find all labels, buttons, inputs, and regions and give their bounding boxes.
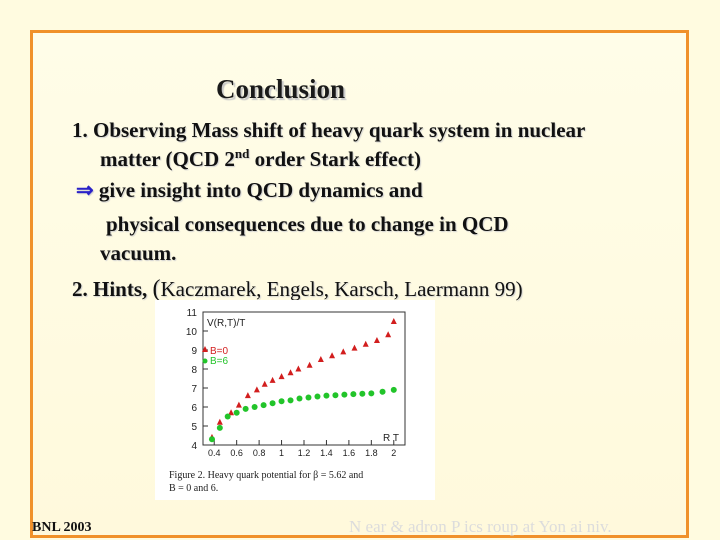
data-point-circle <box>341 391 348 398</box>
data-point-triangle <box>385 331 392 338</box>
footer-left: BNL 2003 <box>32 520 92 535</box>
x-tick-label: 0.4 <box>208 448 221 458</box>
data-point-triangle <box>287 369 294 376</box>
item1-line4: physical consequences due to change in Q… <box>106 212 509 236</box>
x-tick-label: 1.4 <box>320 448 333 458</box>
x-tick-label: 1.6 <box>343 448 356 458</box>
data-point-circle <box>332 392 339 399</box>
legend-marker-triangle <box>202 346 208 352</box>
data-point-triangle <box>329 352 336 359</box>
data-point-triangle <box>216 418 223 425</box>
data-point-circle <box>224 413 231 420</box>
data-point-triangle <box>390 318 397 324</box>
data-point-triangle <box>340 348 347 355</box>
item1-line2: matter (QCD 2nd order Stark effect) <box>100 146 421 171</box>
data-point-triangle <box>278 373 285 380</box>
y-tick-label: 5 <box>191 422 197 433</box>
figure-caption-line1: Figure 2. Heavy quark potential for β = … <box>169 470 363 481</box>
data-point-circle <box>233 409 240 416</box>
data-point-triangle <box>244 392 251 399</box>
item2-line: 2. Hints, (Kaczmarek, Engels, Karsch, La… <box>72 276 523 302</box>
y-tick-label: 6 <box>191 403 197 414</box>
data-point-circle <box>359 390 366 397</box>
data-point-circle <box>296 395 303 402</box>
data-point-circle <box>287 397 294 404</box>
y-tick-label: 4 <box>191 441 197 452</box>
data-point-triangle <box>269 376 276 383</box>
data-point-triangle <box>295 365 302 372</box>
data-point-triangle <box>362 340 369 347</box>
data-point-triangle <box>306 361 313 368</box>
y-tick-label: 8 <box>191 365 197 376</box>
y-tick-label: 10 <box>186 327 198 338</box>
potential-figure: 4 5 6 7 8 9 10 11 0.4 0.6 0.8 1 1.2 1.4 1.6 1.8 2 V(R,T)… <box>155 300 435 500</box>
x-tick-label: 2 <box>391 448 396 458</box>
legend-red: B=0 <box>210 346 229 357</box>
data-point-circle <box>314 393 321 400</box>
implies-arrow-icon: ⇒ <box>76 178 94 202</box>
legend-marker-circle <box>202 358 208 364</box>
data-point-circle <box>350 391 357 398</box>
data-point-triangle <box>351 344 358 351</box>
y-tick-label: 9 <box>191 346 197 357</box>
x-tick-label: 0.6 <box>230 448 243 458</box>
figure-caption-line2: B = 0 and 6. <box>169 483 218 494</box>
data-point-triangle <box>253 386 260 393</box>
x-tick-label: 0.8 <box>253 448 266 458</box>
y-tick-label: 7 <box>191 384 197 395</box>
y-tick-label: 11 <box>187 308 198 319</box>
data-point-triangle <box>228 409 235 416</box>
x-tick-label: 1.2 <box>298 448 311 458</box>
data-point-triangle <box>373 337 380 343</box>
data-point-triangle <box>235 401 242 408</box>
y-axis-label: V(R,T)/T <box>207 318 245 329</box>
data-point-circle <box>208 436 215 443</box>
data-point-triangle <box>261 380 268 387</box>
data-point-circle <box>390 386 397 393</box>
potential-chart: 4 5 6 7 8 9 10 11 0.4 0.6 0.8 1 1.2 1.4 1.6 1.8 2 V(R,T)… <box>169 308 406 494</box>
data-point-circle <box>278 398 285 405</box>
data-point-circle <box>323 392 330 399</box>
plot-frame <box>202 311 406 446</box>
item1-line1: 1. Observing Mass shift of heavy quark s… <box>72 118 586 142</box>
data-point-circle <box>305 394 312 401</box>
legend-green: B=6 <box>210 356 229 367</box>
footer-right: N ear & adron P ics roup at Yon ai niv. <box>349 517 612 536</box>
data-point-circle <box>368 390 375 397</box>
data-point-circle <box>251 404 258 410</box>
x-axis-label: R T <box>383 433 399 444</box>
item1-line5: vacuum. <box>100 241 177 265</box>
data-point-circle <box>242 405 249 412</box>
item2-citation: Kaczmarek, Engels, Karsch, Laermann 99) <box>160 277 523 301</box>
slide-title: Conclusion <box>216 74 346 104</box>
data-point-circle <box>216 424 223 431</box>
data-point-triangle <box>317 356 324 362</box>
x-tick-label: 1 <box>279 448 284 458</box>
item1-line3: ⇒ give insight into QCD dynamics and <box>76 178 423 202</box>
data-point-circle <box>379 388 386 395</box>
x-tick-label: 1.8 <box>365 448 378 458</box>
data-point-circle <box>260 402 267 409</box>
data-point-circle <box>269 400 276 407</box>
